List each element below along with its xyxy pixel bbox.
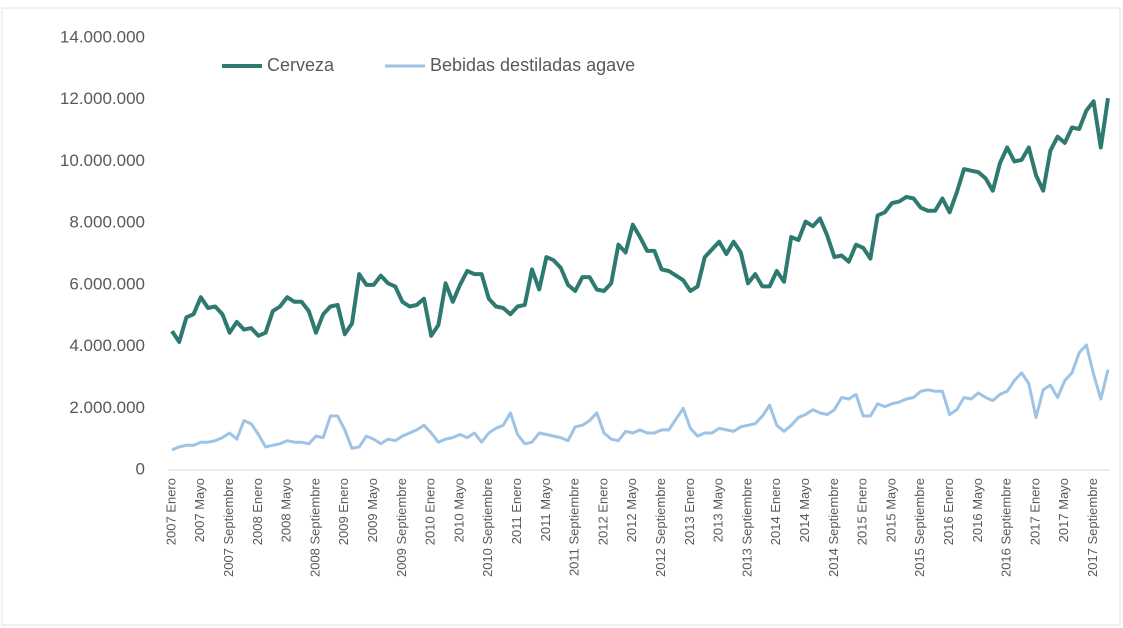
y-tick-label: 4.000.000 (69, 336, 145, 355)
x-tick-label: 2012 Enero (595, 478, 610, 545)
x-tick-label: 2008 Mayo (279, 478, 294, 542)
line-series (171, 343, 1110, 452)
x-tick-label: 2015 Mayo (883, 478, 898, 542)
legend-label: Cerveza (267, 55, 335, 75)
x-tick-label: 2007 Septiembre (221, 478, 236, 577)
x-tick-label: 2015 Septiembre (912, 478, 927, 577)
y-tick-label: 14.000.000 (60, 27, 145, 46)
y-tick-label: 8.000.000 (69, 213, 145, 232)
x-tick-label: 2007 Enero (163, 478, 178, 545)
x-tick-label: 2011 Septiembre (567, 478, 582, 576)
y-tick-label: 2.000.000 (69, 398, 145, 417)
x-tick-label: 2010 Septiembre (480, 478, 495, 577)
y-tick-label: 12.000.000 (60, 89, 145, 108)
y-tick-label: 0 (136, 459, 145, 478)
x-tick-label: 2017 Septiembre (1085, 478, 1100, 577)
x-tick-label: 2016 Enero (941, 478, 956, 545)
x-tick-label: 2016 Mayo (970, 478, 985, 542)
x-tick-label: 2016 Septiembre (999, 478, 1014, 577)
x-tick-label: 2014 Mayo (797, 478, 812, 542)
x-tick-label: 2013 Septiembre (739, 478, 754, 577)
x-tick-label: 2012 Mayo (624, 478, 639, 542)
x-tick-label: 2009 Enero (336, 478, 351, 545)
x-tick-label: 2009 Mayo (365, 478, 380, 542)
x-tick-label: 2017 Mayo (1056, 478, 1071, 542)
x-tick-label: 2014 Septiembre (826, 478, 841, 577)
x-tick-label: 2011 Mayo (538, 478, 553, 541)
x-tick-label: 2009 Septiembre (394, 478, 409, 577)
chart-border (1, 7, 1121, 626)
x-tick-label: 2011 Enero (509, 478, 524, 544)
x-tick-label: 2008 Enero (250, 478, 265, 545)
legend-label: Bebidas destiladas agave (430, 55, 635, 75)
x-tick-label: 2008 Septiembre (307, 478, 322, 577)
x-tick-label: 2015 Enero (855, 478, 870, 545)
x-tick-label: 2010 Enero (423, 478, 438, 545)
y-tick-label: 6.000.000 (69, 274, 145, 293)
x-tick-label: 2013 Enero (682, 478, 697, 545)
x-tick-label: 2017 Enero (1027, 478, 1042, 545)
x-tick-label: 2010 Mayo (451, 478, 466, 542)
x-tick-label: 2012 Septiembre (653, 478, 668, 577)
x-tick-label: 2013 Mayo (711, 478, 726, 542)
x-tick-label: 2014 Enero (768, 478, 783, 545)
y-tick-label: 10.000.000 (60, 151, 145, 170)
x-tick-label: 2007 Mayo (192, 478, 207, 542)
line-series (170, 97, 1110, 344)
